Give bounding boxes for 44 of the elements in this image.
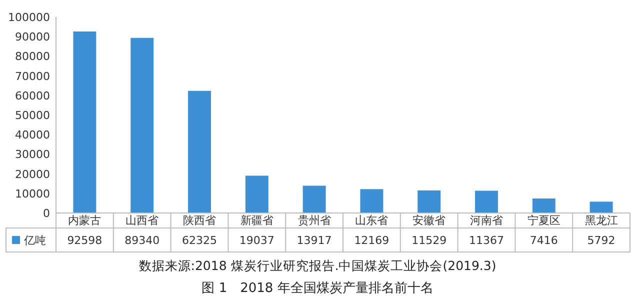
data-label: 19037	[239, 234, 274, 247]
bar	[73, 32, 96, 213]
data-label: 92598	[67, 234, 102, 247]
x-tick-label: 河南省	[470, 214, 503, 227]
x-tick-label: 安徽省	[412, 214, 446, 227]
x-tick-label: 山东省	[355, 214, 388, 227]
y-tick-label: 20000	[15, 168, 50, 181]
y-tick-label: 70000	[15, 70, 50, 83]
x-tick-label: 山西省	[126, 214, 159, 227]
x-tick-label: 宁夏区	[527, 214, 560, 227]
bar	[130, 38, 154, 213]
x-tick-label: 内蒙古	[68, 214, 102, 227]
bar	[360, 189, 384, 213]
y-tick-label: 90000	[15, 30, 50, 44]
bar	[590, 202, 613, 213]
data-label: 5792	[587, 234, 616, 247]
bar	[245, 176, 268, 213]
data-label: 62325	[182, 234, 217, 247]
bar	[532, 198, 556, 213]
y-tick-label: 40000	[15, 128, 50, 142]
legend-label: 亿吨	[23, 234, 46, 247]
data-label: 12169	[354, 234, 390, 247]
bar	[188, 90, 211, 213]
text: 图 1 2018 年全国煤炭产量排名前十名	[202, 281, 434, 296]
data-label: 11367	[469, 234, 504, 247]
data-label: 7416	[530, 234, 558, 247]
y-tick-label: 10000	[15, 187, 50, 200]
source-note: 数据来源:2018 煤炭行业研究报告.中国煤炭工业协会(2019.3)	[138, 258, 496, 273]
data-label: 11529	[412, 234, 447, 247]
data-label: 89340	[124, 234, 160, 247]
y-tick-label: 30000	[15, 148, 50, 162]
y-tick-label: 0	[43, 207, 50, 220]
x-tick-label: 贵州省	[298, 214, 331, 227]
y-tick-label: 100000	[8, 11, 50, 24]
y-tick-label: 60000	[15, 89, 50, 102]
bar	[418, 190, 441, 213]
x-tick-label: 黑龙江	[584, 214, 618, 227]
bar	[302, 186, 326, 213]
y-tick-label: 50000	[15, 109, 50, 122]
bar	[475, 190, 498, 213]
x-tick-label: 新疆省	[240, 214, 274, 227]
x-tick-label: 陕西省	[183, 214, 216, 227]
data-label: 13917	[296, 234, 332, 247]
y-tick-label: 80000	[15, 50, 50, 64]
